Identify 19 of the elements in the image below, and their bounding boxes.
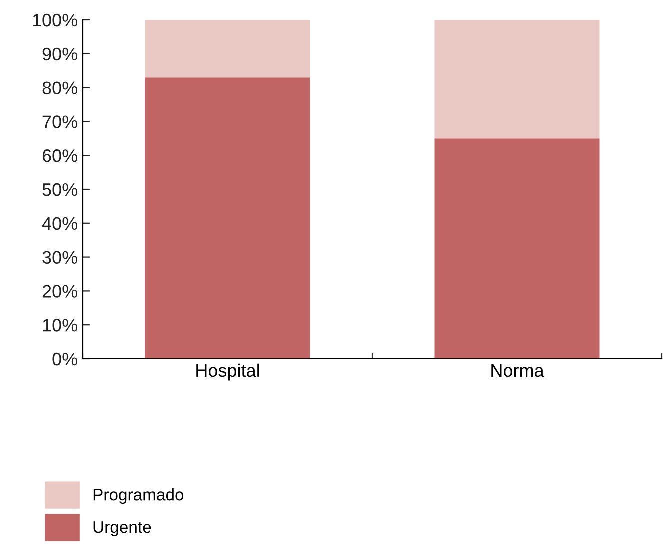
y-tick-label: 10%	[43, 319, 78, 332]
y-tick-label: 70%	[42, 116, 78, 128]
legend-label: Programado	[94, 488, 184, 504]
legend-label: Urgente	[94, 522, 152, 536]
y-tick-label: 80%	[42, 82, 78, 95]
x-tick-label: Hospital	[196, 364, 260, 381]
bar	[145, 20, 310, 78]
y-tick-label: 60%	[42, 150, 78, 162]
y-tick-label: 50%	[42, 183, 78, 196]
y-tick-label: 90%	[42, 48, 78, 61]
bar	[145, 78, 310, 359]
y-tick-label: 40%	[42, 217, 78, 230]
x-tick-label: Norma	[492, 364, 544, 378]
y-tick-label: 20%	[42, 285, 78, 298]
y-tick-label: 30%	[42, 251, 78, 264]
bar	[434, 138, 600, 359]
bar	[434, 20, 600, 139]
y-tick-label: 100%	[33, 14, 78, 27]
y-tick-label: 0%	[52, 352, 78, 366]
